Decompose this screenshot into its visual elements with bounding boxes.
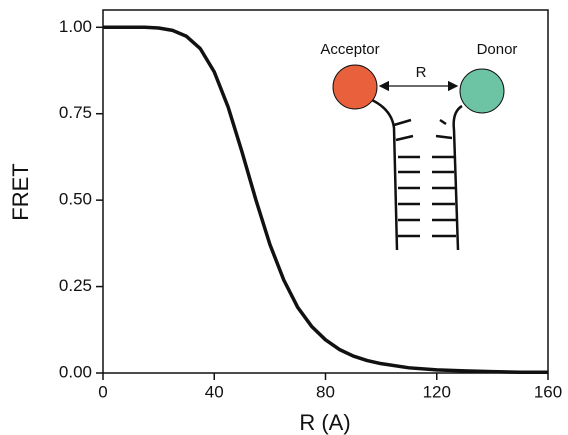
acceptor-dye (332, 64, 378, 110)
strand (452, 104, 463, 251)
inset-diagram (332, 64, 505, 251)
x-tick-label: 0 (98, 382, 107, 401)
x-axis-title: R (A) (299, 410, 350, 435)
distance-label: R (416, 64, 427, 81)
fret-curve (103, 25, 548, 375)
y-tick-label: 1.00 (59, 17, 92, 36)
x-tick-label: 40 (205, 382, 224, 401)
y-tick-label: 0.50 (59, 190, 92, 209)
strand (371, 98, 399, 251)
rungs (398, 155, 456, 238)
x-tick-label: 80 (316, 382, 335, 401)
y-tick-label: 0.25 (59, 276, 92, 295)
donor-label: Donor (477, 41, 518, 58)
y-tick-label: 0.00 (59, 362, 92, 381)
y-axis-title: FRET (8, 163, 33, 220)
rungs (393, 118, 453, 142)
x-tick-label: 120 (423, 382, 451, 401)
plot-frame (102, 9, 549, 374)
x-tick-label: 160 (534, 382, 562, 401)
y-tick-label: 0.75 (59, 103, 92, 122)
donor-dye (459, 68, 505, 114)
acceptor-label: Acceptor (320, 41, 379, 58)
